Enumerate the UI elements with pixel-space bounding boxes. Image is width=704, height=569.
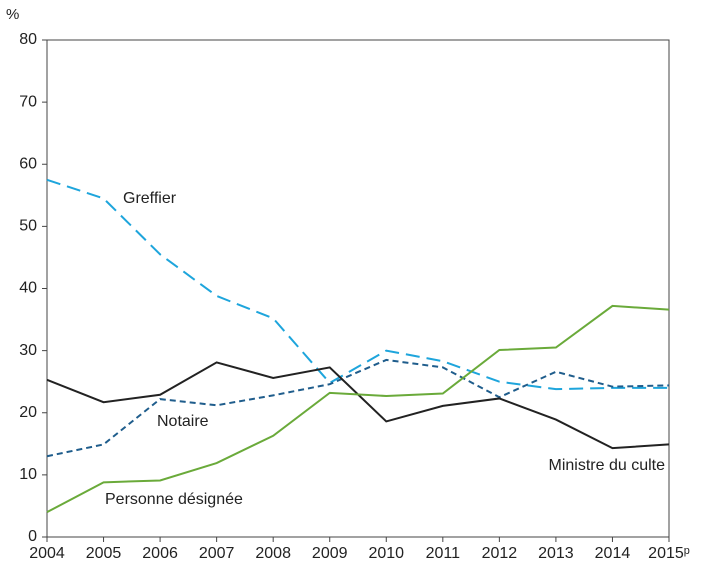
x-tick-label: 2006: [142, 545, 178, 562]
series-line: [46, 304, 670, 514]
series-label: Personne désignée: [105, 491, 243, 508]
x-tick-label: 2010: [368, 545, 404, 562]
series-label: Ministre du culte: [549, 457, 666, 474]
x-tick-label: 2015ᵖ: [648, 545, 690, 562]
y-tick-label: 60: [19, 155, 37, 172]
x-tick-label: 2008: [255, 545, 291, 562]
x-tick-label: 2013: [538, 545, 574, 562]
series-line: [46, 361, 670, 450]
series-line: [46, 178, 669, 391]
x-tick-label: 2009: [312, 545, 348, 562]
y-tick-label: 20: [19, 404, 37, 421]
series-label: Greffier: [123, 190, 177, 207]
x-tick-label: 2005: [86, 545, 122, 562]
x-tick-label: 2007: [199, 545, 235, 562]
y-tick-label: 30: [19, 342, 37, 359]
y-tick-label: 50: [19, 218, 37, 235]
series-label: Notaire: [157, 413, 209, 430]
y-tick-label: 10: [19, 466, 37, 483]
y-tick-label: 0: [28, 528, 37, 545]
x-tick-label: 2012: [482, 545, 518, 562]
y-tick-label: 70: [19, 93, 37, 110]
x-tick-label: 2014: [595, 545, 631, 562]
x-tick-label: 2011: [426, 545, 461, 562]
x-tick-label: 2004: [29, 545, 65, 562]
y-axis-label: %: [6, 6, 19, 23]
y-tick-label: 80: [19, 31, 37, 48]
y-tick-label: 40: [19, 280, 37, 297]
series-line: [46, 358, 670, 458]
